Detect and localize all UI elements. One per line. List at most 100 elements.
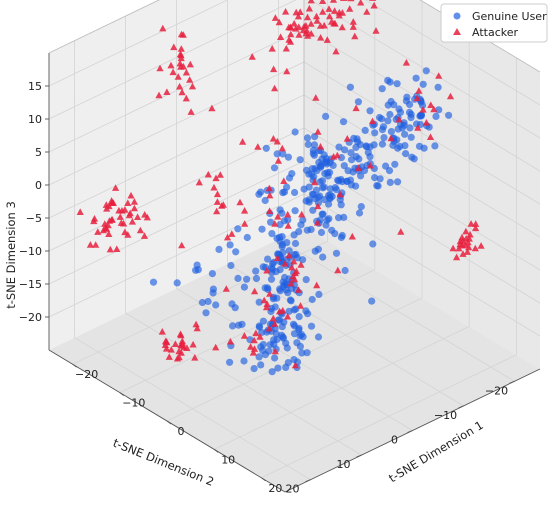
genuine-user-point <box>355 209 364 217</box>
genuine-user-point <box>271 354 279 362</box>
genuine-user-point <box>252 267 260 275</box>
attacker-point <box>240 332 248 339</box>
legend-genuine-marker <box>453 12 461 20</box>
genuine-user-point <box>288 170 296 178</box>
attacker-point <box>304 32 312 39</box>
genuine-user-point <box>357 203 365 211</box>
attacker-point <box>204 170 212 178</box>
x-tick-mark <box>72 363 77 368</box>
attacker-point <box>167 61 175 69</box>
genuine-user-point <box>238 320 246 328</box>
attacker-point <box>136 226 144 234</box>
attacker-point <box>303 13 312 21</box>
genuine-user-point <box>259 263 267 271</box>
attacker-point <box>249 349 257 356</box>
x-tick-label: 20 <box>268 482 282 495</box>
z-tick-label: 10 <box>28 113 42 126</box>
genuine-user-point <box>311 247 319 255</box>
attacker-point <box>299 26 307 34</box>
genuine-user-point <box>285 247 293 255</box>
attacker-point <box>284 210 292 218</box>
attacker-point <box>343 135 351 142</box>
attacker-point <box>329 0 338 3</box>
genuine-user-point <box>299 256 307 264</box>
attacker-point <box>250 336 258 344</box>
genuine-user-point <box>296 342 304 350</box>
genuine-user-point <box>311 165 319 173</box>
z-tick-label: 15 <box>28 80 42 93</box>
genuine-user-point <box>394 144 402 152</box>
attacker-point <box>177 45 185 52</box>
genuine-user-point <box>364 148 372 156</box>
attacker-point <box>465 243 473 251</box>
attacker-point <box>274 157 282 164</box>
attacker-point <box>213 190 222 198</box>
genuine-user-point <box>215 245 223 253</box>
x-tick-label: −20 <box>75 368 98 381</box>
genuine-user-point <box>363 143 371 151</box>
attacker-point <box>357 0 365 6</box>
genuine-user-point <box>317 228 326 237</box>
attacker-point <box>213 207 221 215</box>
attacker-point <box>275 18 283 26</box>
chart-ticks: −20 −10 0 10 20 −20 −10 0 10 20 −20 −15 −10 −5 0 5 10 15 <box>19 80 515 496</box>
attacker-point <box>472 224 480 232</box>
legend-genuine-label: Genuine User <box>472 10 547 23</box>
genuine-user-point <box>395 105 403 113</box>
genuine-user-point <box>387 128 395 136</box>
attacker-point <box>127 191 135 199</box>
genuine-user-point <box>276 316 284 324</box>
genuine-user-point <box>259 317 267 325</box>
genuine-user-point <box>269 260 277 268</box>
genuine-user-point <box>361 126 369 134</box>
genuine-user-point <box>316 178 324 186</box>
attacker-point <box>334 266 342 274</box>
chart-points <box>76 0 485 376</box>
genuine-user-point <box>204 297 212 306</box>
genuine-user-point <box>243 275 251 283</box>
attacker-point <box>187 108 195 115</box>
attacker-point <box>109 199 117 206</box>
attacker-point <box>174 73 182 80</box>
genuine-user-point <box>255 190 263 198</box>
genuine-user-point <box>288 284 296 292</box>
genuine-user-point <box>422 67 430 75</box>
attacker-point <box>120 219 128 227</box>
y-tick-label: −10 <box>434 409 457 422</box>
y-tick-mark <box>305 479 311 483</box>
attacker-point <box>430 105 438 113</box>
attacker-point <box>285 23 293 31</box>
genuine-user-point <box>296 156 304 164</box>
grid-line-z <box>48 0 541 106</box>
genuine-user-point <box>393 80 401 88</box>
genuine-user-point <box>257 361 265 369</box>
genuine-user-point <box>403 93 411 101</box>
attacker-point <box>311 178 319 186</box>
attacker-point <box>171 340 179 347</box>
attacker-point <box>170 43 178 51</box>
attacker-point <box>472 220 480 227</box>
genuine-user-point <box>278 331 286 339</box>
genuine-user-point <box>415 142 424 150</box>
attacker-point <box>414 124 422 131</box>
genuine-user-point <box>373 182 381 190</box>
attacker-point <box>325 5 333 12</box>
genuine-user-point <box>285 307 293 315</box>
genuine-user-point <box>384 117 392 125</box>
genuine-user-point <box>276 206 284 214</box>
attacker-point <box>397 228 405 235</box>
attacker-point <box>176 59 184 67</box>
genuine-user-point <box>375 113 384 122</box>
attacker-point <box>312 94 320 101</box>
genuine-user-point <box>346 83 354 91</box>
attacker-point <box>366 161 374 169</box>
attacker-point <box>155 91 163 99</box>
genuine-user-point <box>255 322 263 330</box>
legend: Genuine User Attacker <box>440 3 548 43</box>
attacker-point <box>271 320 279 327</box>
genuine-user-point <box>268 368 276 376</box>
attacker-point <box>294 286 303 293</box>
genuine-user-point <box>258 225 266 233</box>
attacker-point <box>467 220 475 227</box>
attacker-point <box>263 266 271 274</box>
